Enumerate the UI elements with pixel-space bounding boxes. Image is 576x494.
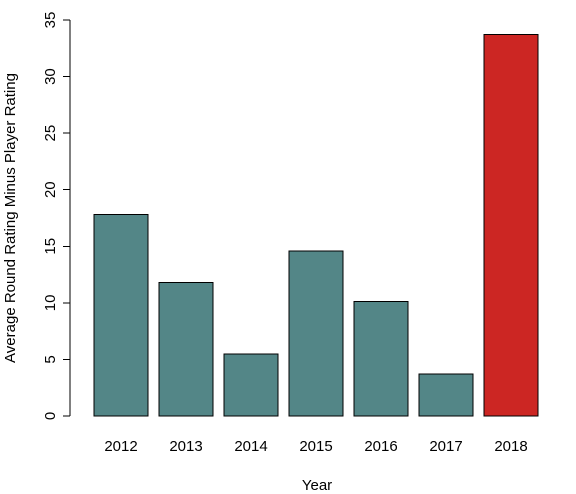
bar-2018 [483, 34, 539, 417]
x-axis-labels: 2012 2013 2014 2015 2016 2017 2018 [104, 438, 527, 455]
bar-2017 [418, 373, 474, 417]
bar-2012 [93, 214, 149, 417]
x-tick-label: 2012 [104, 438, 137, 455]
y-tick-label: 20 [42, 181, 59, 198]
bar-2016 [353, 301, 409, 417]
y-tick-label: 5 [42, 355, 59, 363]
bars-group [93, 34, 539, 417]
x-tick-label: 2015 [299, 438, 332, 455]
y-tick-label: 35 [42, 12, 59, 29]
x-tick-label: 2018 [494, 438, 527, 455]
x-axis-title: Year [302, 477, 332, 494]
bar-2015 [288, 250, 344, 417]
y-tick-label: 25 [42, 125, 59, 142]
bar-2013 [158, 281, 214, 417]
y-tick-label: 0 [42, 412, 59, 420]
x-tick-label: 2013 [169, 438, 202, 455]
y-tick-label: 30 [42, 68, 59, 85]
y-axis-title: Average Round Rating Minus Player Rating [2, 73, 19, 363]
y-tick-label: 10 [42, 295, 59, 312]
bar-2014 [223, 353, 279, 417]
y-axis: 0 5 10 15 20 25 30 35 [42, 12, 71, 420]
x-tick-label: 2016 [364, 438, 397, 455]
x-tick-label: 2017 [429, 438, 462, 455]
y-tick-label: 15 [42, 238, 59, 255]
x-tick-label: 2014 [234, 438, 267, 455]
